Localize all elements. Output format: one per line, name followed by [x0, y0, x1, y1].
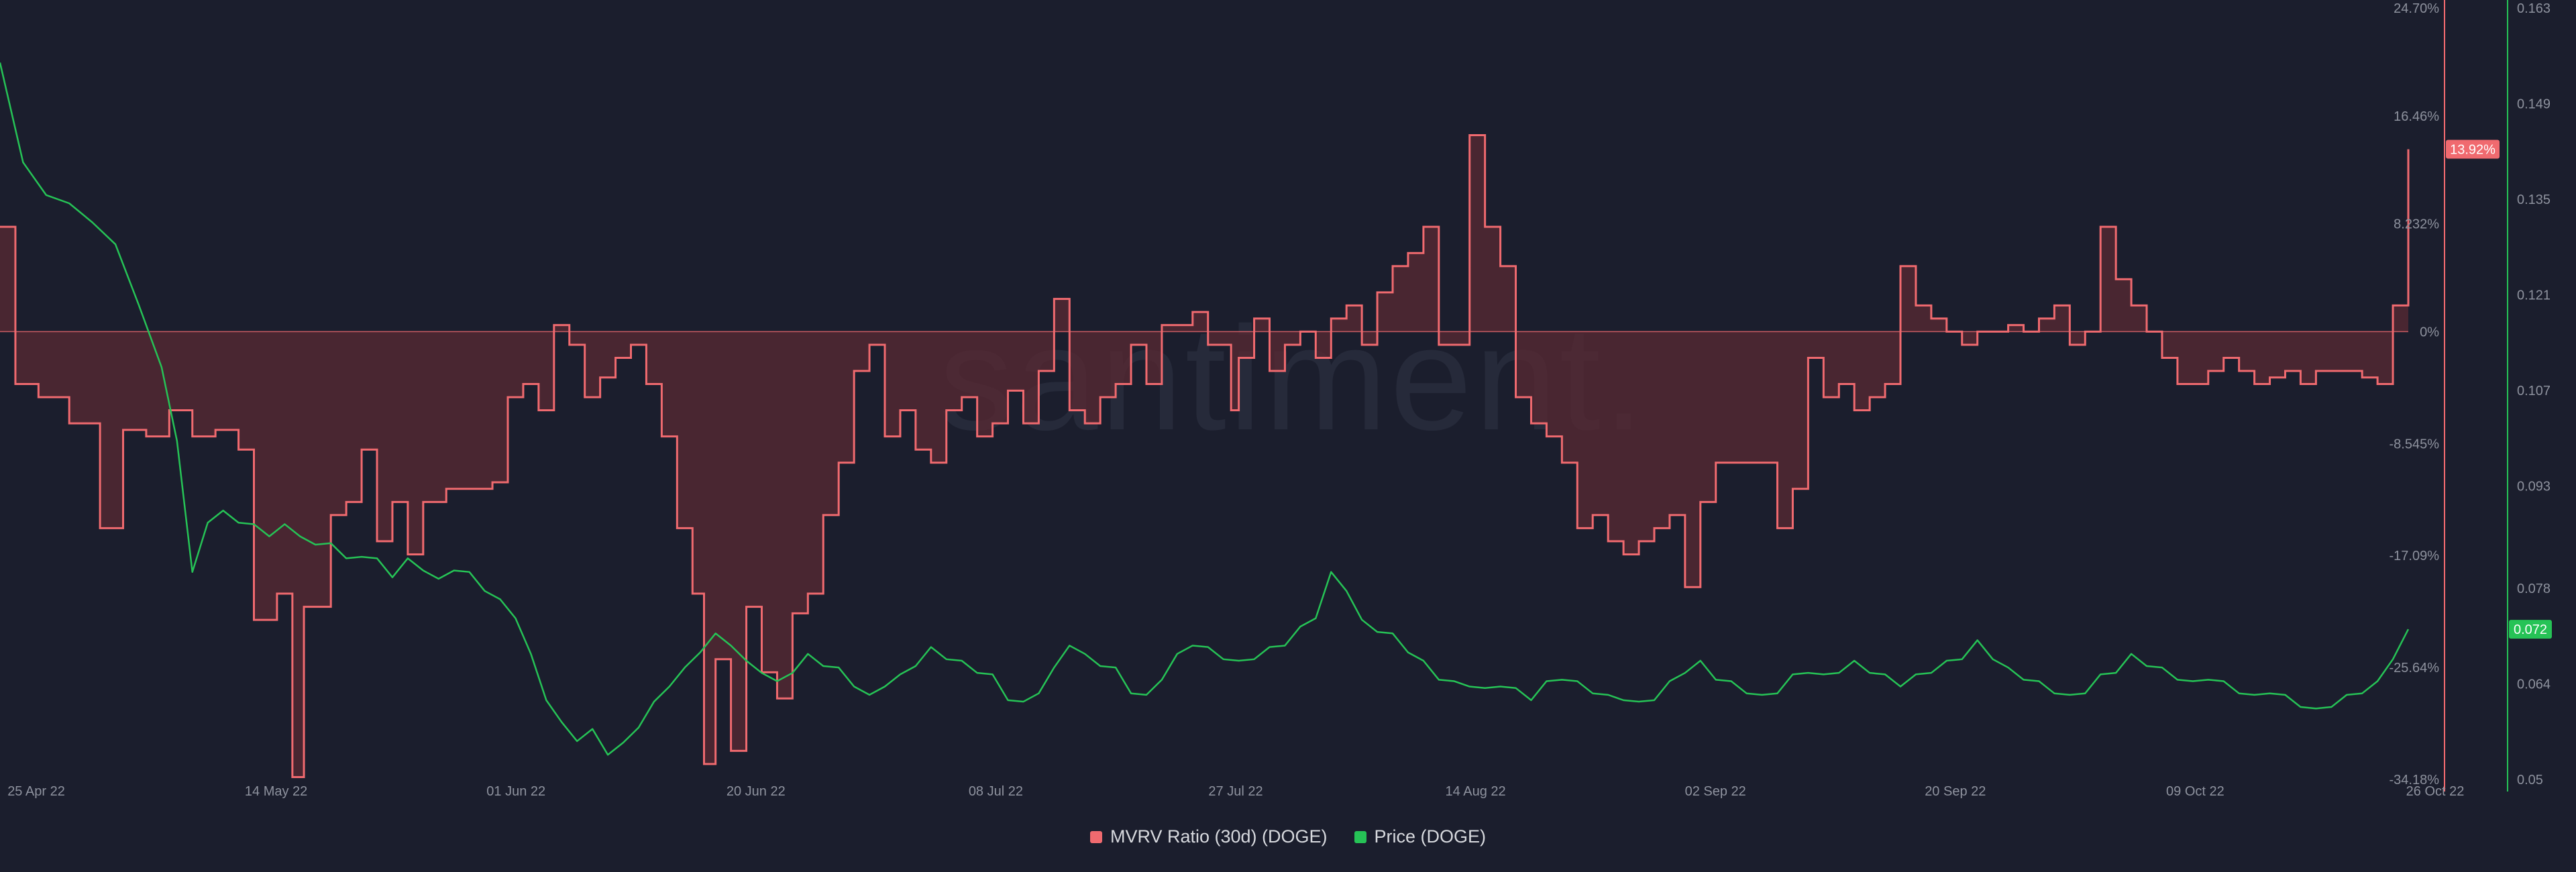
legend-item-price[interactable]: Price (DOGE) [1354, 826, 1487, 847]
right-axis-tick-label: 0.05 [2517, 773, 2543, 787]
mvrv-current-badge [2446, 140, 2500, 159]
left-axis-tick-label: -17.09% [2390, 549, 2440, 563]
x-axis-tick-label: 25 Apr 22 [7, 784, 65, 799]
price-current-value: 0.072 [2514, 622, 2547, 637]
x-axis-tick-label: 26 Oct 22 [2406, 784, 2465, 799]
price-current-badge [2509, 620, 2552, 639]
x-axis-tick-label: 20 Jun 22 [727, 784, 786, 799]
x-axis-tick-label: 08 Jul 22 [969, 784, 1023, 799]
mvrv-series [0, 133, 2410, 778]
legend-label-mvrv: MVRV Ratio (30d) (DOGE) [1110, 826, 1328, 847]
left-axis-tick-label: 8.232% [2394, 217, 2439, 232]
left-axis-tick-label: -25.64% [2390, 661, 2440, 675]
left-axis-tick-label: 24.70% [2394, 1, 2439, 16]
right-axis-tick-label: 0.149 [2517, 97, 2551, 111]
right-axis-tick-label: 0.163 [2517, 1, 2551, 16]
x-axis-tick-label: 01 Jun 22 [486, 784, 545, 799]
x-axis-tick-label: 14 May 22 [245, 784, 307, 799]
legend-swatch-mvrv [1089, 830, 1102, 843]
right-axis-tick-label: 0.121 [2517, 288, 2551, 303]
left-axis-tick-label: 0% [2420, 325, 2439, 339]
x-axis-tick-label: 20 Sep 22 [1925, 784, 1986, 799]
mvrv-area [0, 135, 2408, 777]
legend: MVRV Ratio (30d) (DOGE) Price (DOGE) [0, 826, 2576, 847]
mvrv-line [0, 133, 2410, 778]
legend-item-mvrv[interactable]: MVRV Ratio (30d) (DOGE) [1089, 826, 1328, 847]
right-axis-tick-label: 0.078 [2517, 582, 2551, 596]
axes: 24.70% 16.46% 8.232% 0% -8.545% -17.09% -25.64… [7, 0, 2551, 799]
right-axis-tick-label: 0.093 [2517, 479, 2551, 494]
right-axis-tick-label: 0.107 [2517, 384, 2551, 398]
x-axis-tick-label: 02 Sep 22 [1685, 784, 1746, 799]
legend-swatch-price [1354, 830, 1366, 843]
price-series [0, 62, 2410, 756]
price-line [0, 62, 2410, 756]
x-axis-tick-label: 14 Aug 22 [1446, 784, 1506, 799]
mvrv-current-value: 13.92% [2450, 143, 2496, 158]
x-axis-tick-label: 09 Oct 22 [2166, 784, 2224, 799]
left-axis-tick-label: -34.18% [2390, 773, 2440, 787]
x-axis-tick-label: 27 Jul 22 [1208, 784, 1263, 799]
left-axis-tick-label: 16.46% [2394, 109, 2439, 124]
right-axis-tick-label: 0.064 [2517, 677, 2551, 692]
right-axis-tick-label: 0.135 [2517, 193, 2551, 207]
left-axis-tick-label: -8.545% [2390, 437, 2440, 451]
legend-label-price: Price (DOGE) [1374, 826, 1487, 847]
current-value-badges: 13.92% 0.072 [2446, 140, 2552, 639]
